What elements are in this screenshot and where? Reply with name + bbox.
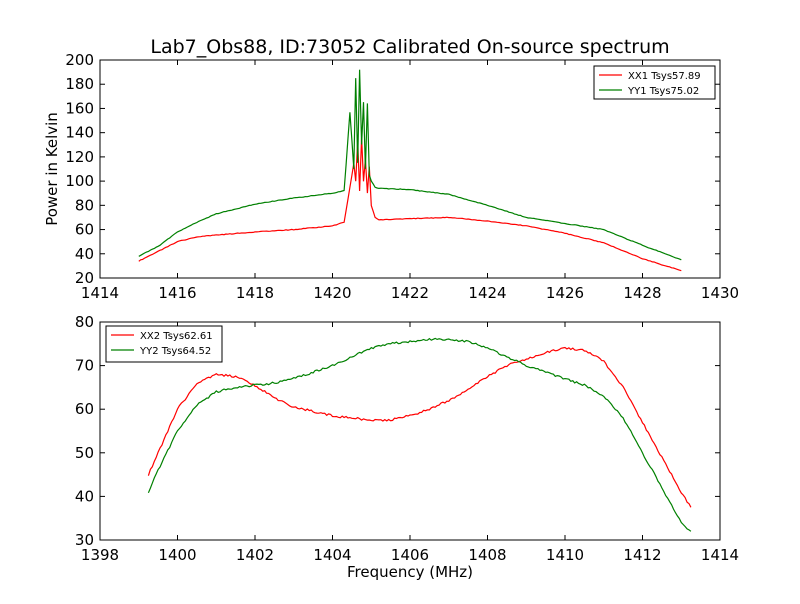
y-tick-label: 140 — [65, 124, 94, 142]
x-tick-label: 1420 — [313, 284, 351, 302]
y-tick-label: 160 — [65, 99, 94, 117]
y-tick-label: 200 — [65, 51, 94, 69]
x-tick-label: 1408 — [468, 546, 506, 564]
series-line-2 — [138, 69, 682, 261]
series-line-1 — [138, 137, 682, 272]
x-axis-label: Frequency (MHz) — [347, 563, 473, 581]
chart-title: Lab7_Obs88, ID:73052 Calibrated On-sourc… — [150, 36, 669, 58]
x-tick-label: 1398 — [81, 546, 119, 564]
x-tick-label: 1416 — [158, 284, 196, 302]
x-tick-label: 1430 — [701, 284, 739, 302]
x-tick-label: 1424 — [468, 284, 506, 302]
y-tick-label: 20 — [75, 269, 94, 287]
x-tick-label: 1410 — [546, 546, 584, 564]
y-tick-label: 60 — [75, 400, 94, 418]
plot-panel-2: 1398 1400 1402 1404 1406 1408 1410 1412 1414 30 40… — [75, 313, 739, 564]
legend: XX2 Tsys62.61 YY2 Tsys64.52 — [105, 325, 223, 363]
y-tick-label: 80 — [75, 313, 94, 331]
legend-label: YY1 Tsys75.02 — [627, 86, 699, 97]
legend-box — [593, 65, 716, 100]
legend-label: XX1 Tsys57.89 — [628, 71, 701, 82]
x-tick-label: 1428 — [623, 284, 661, 302]
legend-box — [105, 325, 223, 363]
y-tick-label: 80 — [75, 196, 94, 214]
series-line-2 — [147, 337, 692, 532]
y-axis-label: Power in Kelvin — [43, 112, 61, 226]
y-tick-label: 180 — [65, 75, 94, 93]
x-tick-label: 1400 — [158, 546, 196, 564]
legend-label: YY2 Tsys64.52 — [139, 346, 211, 357]
x-tick-label: 1414 — [81, 284, 119, 302]
y-tick-label: 100 — [65, 172, 94, 190]
series-line-1 — [147, 346, 692, 508]
y-tick-label: 40 — [75, 487, 94, 505]
y-tick-label: 30 — [75, 531, 94, 549]
plot-panel-1: 1414 1416 1418 1420 1422 1424 1426 1428 1430 20 40… — [65, 51, 739, 302]
legend: XX1 Tsys57.89 YY1 Tsys75.02 — [593, 65, 716, 100]
x-tick-label: 1418 — [236, 284, 274, 302]
x-tick-label: 1402 — [236, 546, 274, 564]
legend-label: XX2 Tsys62.61 — [140, 331, 213, 342]
y-tick-label: 40 — [75, 245, 94, 263]
x-tick-label: 1412 — [623, 546, 661, 564]
y-tick-label: 50 — [75, 444, 94, 462]
y-tick-label: 70 — [75, 357, 94, 375]
y-tick-label: 120 — [65, 148, 94, 166]
x-tick-label: 1426 — [546, 284, 584, 302]
y-tick-label: 60 — [75, 221, 94, 239]
x-tick-label: 1414 — [701, 546, 739, 564]
x-tick-label: 1404 — [313, 546, 351, 564]
x-tick-label: 1422 — [391, 284, 429, 302]
x-tick-label: 1406 — [391, 546, 429, 564]
